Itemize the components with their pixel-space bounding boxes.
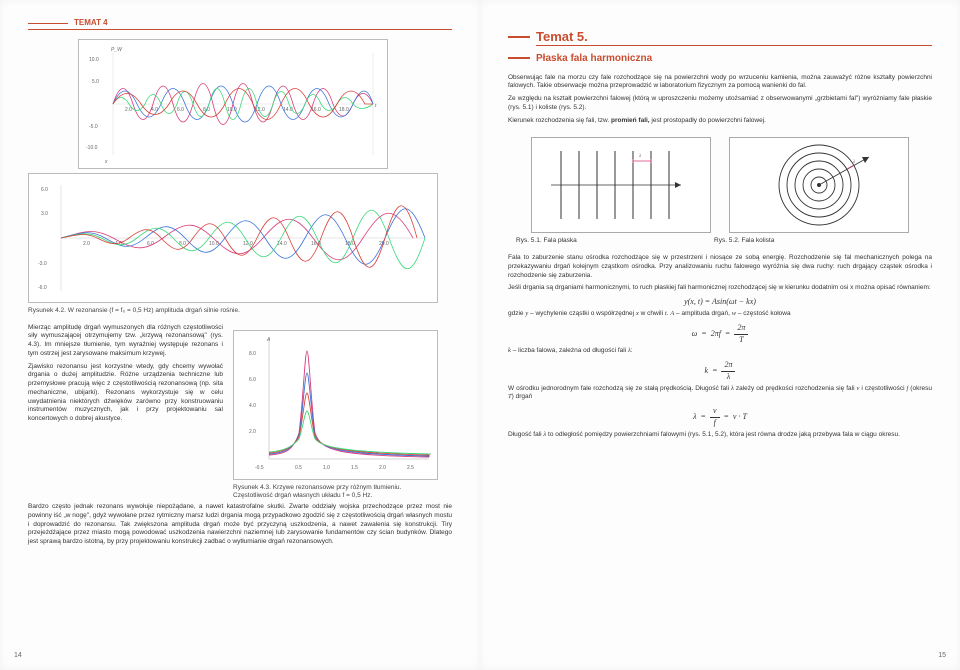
intro-text: Obserwując fale na morzu czy fale rozcho…	[508, 74, 932, 126]
two-column-section: Mierząc amplitudę drgań wymuszonych dla …	[28, 324, 452, 502]
svg-text:-5.0: -5.0	[89, 124, 98, 130]
header-rule: TEMAT 4	[28, 18, 452, 29]
svg-text:P_W: P_W	[111, 47, 123, 53]
svg-text:x: x	[104, 159, 108, 165]
svg-text:2.5: 2.5	[407, 465, 414, 471]
svg-text:6.0: 6.0	[41, 187, 48, 193]
wave-figures-row: λ	[508, 137, 932, 233]
svg-text:4.0: 4.0	[249, 403, 256, 409]
chapter-title: Temat 5.	[536, 28, 588, 46]
left-page: TEMAT 4 10.05.0 -5.0-10.0 P_W t 2.04.06.…	[0, 0, 480, 670]
chart-beats: 10.05.0 -5.0-10.0 P_W t 2.04.06.08.010.0…	[78, 39, 388, 169]
svg-text:8.0: 8.0	[249, 351, 256, 357]
fig-plane-wave: λ	[531, 137, 711, 233]
para-wave-def: Fala to zaburzenie stanu ośrodka rozchod…	[508, 254, 932, 280]
chart3-column: A f 8.06.04.02.0 -0.50.51.01.52.02.5 Rys…	[233, 324, 438, 502]
svg-text:10.0: 10.0	[89, 57, 99, 63]
chart-resonance-time: 6.03.0 -3.0-6.0 2.04.06.08.010.012.014.0…	[28, 173, 438, 303]
intro-p1: Obserwując fale na morzu czy fale rozcho…	[508, 74, 932, 92]
svg-text:-10.0: -10.0	[86, 145, 98, 151]
para-symbols: gdzie y – wychylenie cząstki o współrzęd…	[508, 310, 932, 319]
para-speed: W ośrodku jednorodnym fale rozchodzą się…	[508, 385, 932, 403]
svg-text:2.0: 2.0	[379, 465, 386, 471]
caption-4-3: Rysunek 4.3. Krzywe rezonansowe przy róż…	[233, 484, 438, 502]
eq-omega: ω = 2πf = 2πT	[508, 323, 932, 346]
page-number-right: 15	[938, 651, 946, 660]
caption-4-2: Rysunek 4.2. W rezonansie (f = f₀ = 0,5 …	[28, 307, 452, 316]
chapter-subtitle: Płaska fala harmoniczna	[536, 52, 652, 66]
chart-resonance-curves: A f 8.06.04.02.0 -0.50.51.01.52.02.5	[233, 330, 438, 480]
eq-lambda: λ = vf = v · T	[508, 406, 932, 429]
svg-text:3.0: 3.0	[41, 211, 48, 217]
para-resonance-dangers: Bardzo często jednak rezonans wywołuje n…	[28, 503, 452, 547]
fig-circular-wave: λ	[729, 137, 909, 233]
fig-captions: Rys. 5.1. Fala płaska Rys. 5.2. Fala kol…	[508, 237, 932, 246]
para-wavenumber: k – liczba falowa, zależna od długości f…	[508, 347, 932, 356]
eq-k: k = 2πλ	[508, 360, 932, 383]
svg-text:1.5: 1.5	[351, 465, 358, 471]
svg-text:0.5: 0.5	[295, 465, 302, 471]
resonance-text-col: Mierząc amplitudę drgań wymuszonych dla …	[28, 324, 223, 502]
para-resonance-use: Zjawisko rezonansu jest korzystne wtedy,…	[28, 363, 223, 424]
svg-text:6.0: 6.0	[249, 377, 256, 383]
svg-text:1.0: 1.0	[323, 465, 330, 471]
svg-text:18.0: 18.0	[339, 107, 349, 113]
svg-text:2.0: 2.0	[83, 241, 90, 247]
eq-wave: y(x, t) = Asin(ωt − kx)	[508, 297, 932, 308]
wave-theory-text: Fala to zaburzenie stanu ośrodka rozchod…	[508, 254, 932, 439]
svg-text:-3.0: -3.0	[38, 261, 47, 267]
page-spread: TEMAT 4 10.05.0 -5.0-10.0 P_W t 2.04.06.…	[0, 0, 960, 670]
header-label: TEMAT 4	[74, 18, 108, 29]
svg-text:2.0: 2.0	[249, 429, 256, 435]
svg-text:2.0: 2.0	[125, 107, 132, 113]
svg-text:A: A	[266, 337, 271, 343]
page-number-left: 14	[14, 651, 22, 660]
svg-text:-6.0: -6.0	[38, 285, 47, 291]
svg-text:12.0: 12.0	[243, 241, 253, 247]
para-resonance-curve: Mierząc amplitudę drgań wymuszonych dla …	[28, 324, 223, 359]
para-harmonic: Jeśli drgania są drganiami harmonicznymi…	[508, 284, 932, 293]
para-wavelength: Długość fali λ to odległość pomiędzy pow…	[508, 431, 932, 440]
fig52-caption: Rys. 5.2. Fala kolista	[706, 237, 886, 246]
intro-p2: Ze względu na kształt powierzchni falowe…	[508, 95, 932, 113]
chapter-heading: Temat 5. Płaska fala harmoniczna	[508, 28, 932, 66]
svg-text:-0.5: -0.5	[255, 465, 264, 471]
svg-text:6.0: 6.0	[177, 107, 184, 113]
right-page: Temat 5. Płaska fala harmoniczna Obserwu…	[480, 0, 960, 670]
intro-p3: Kierunek rozchodzenia się fali, tzw. pro…	[508, 117, 932, 126]
fig51-caption: Rys. 5.1. Fala płaska	[508, 237, 688, 246]
svg-text:5.0: 5.0	[92, 79, 99, 85]
